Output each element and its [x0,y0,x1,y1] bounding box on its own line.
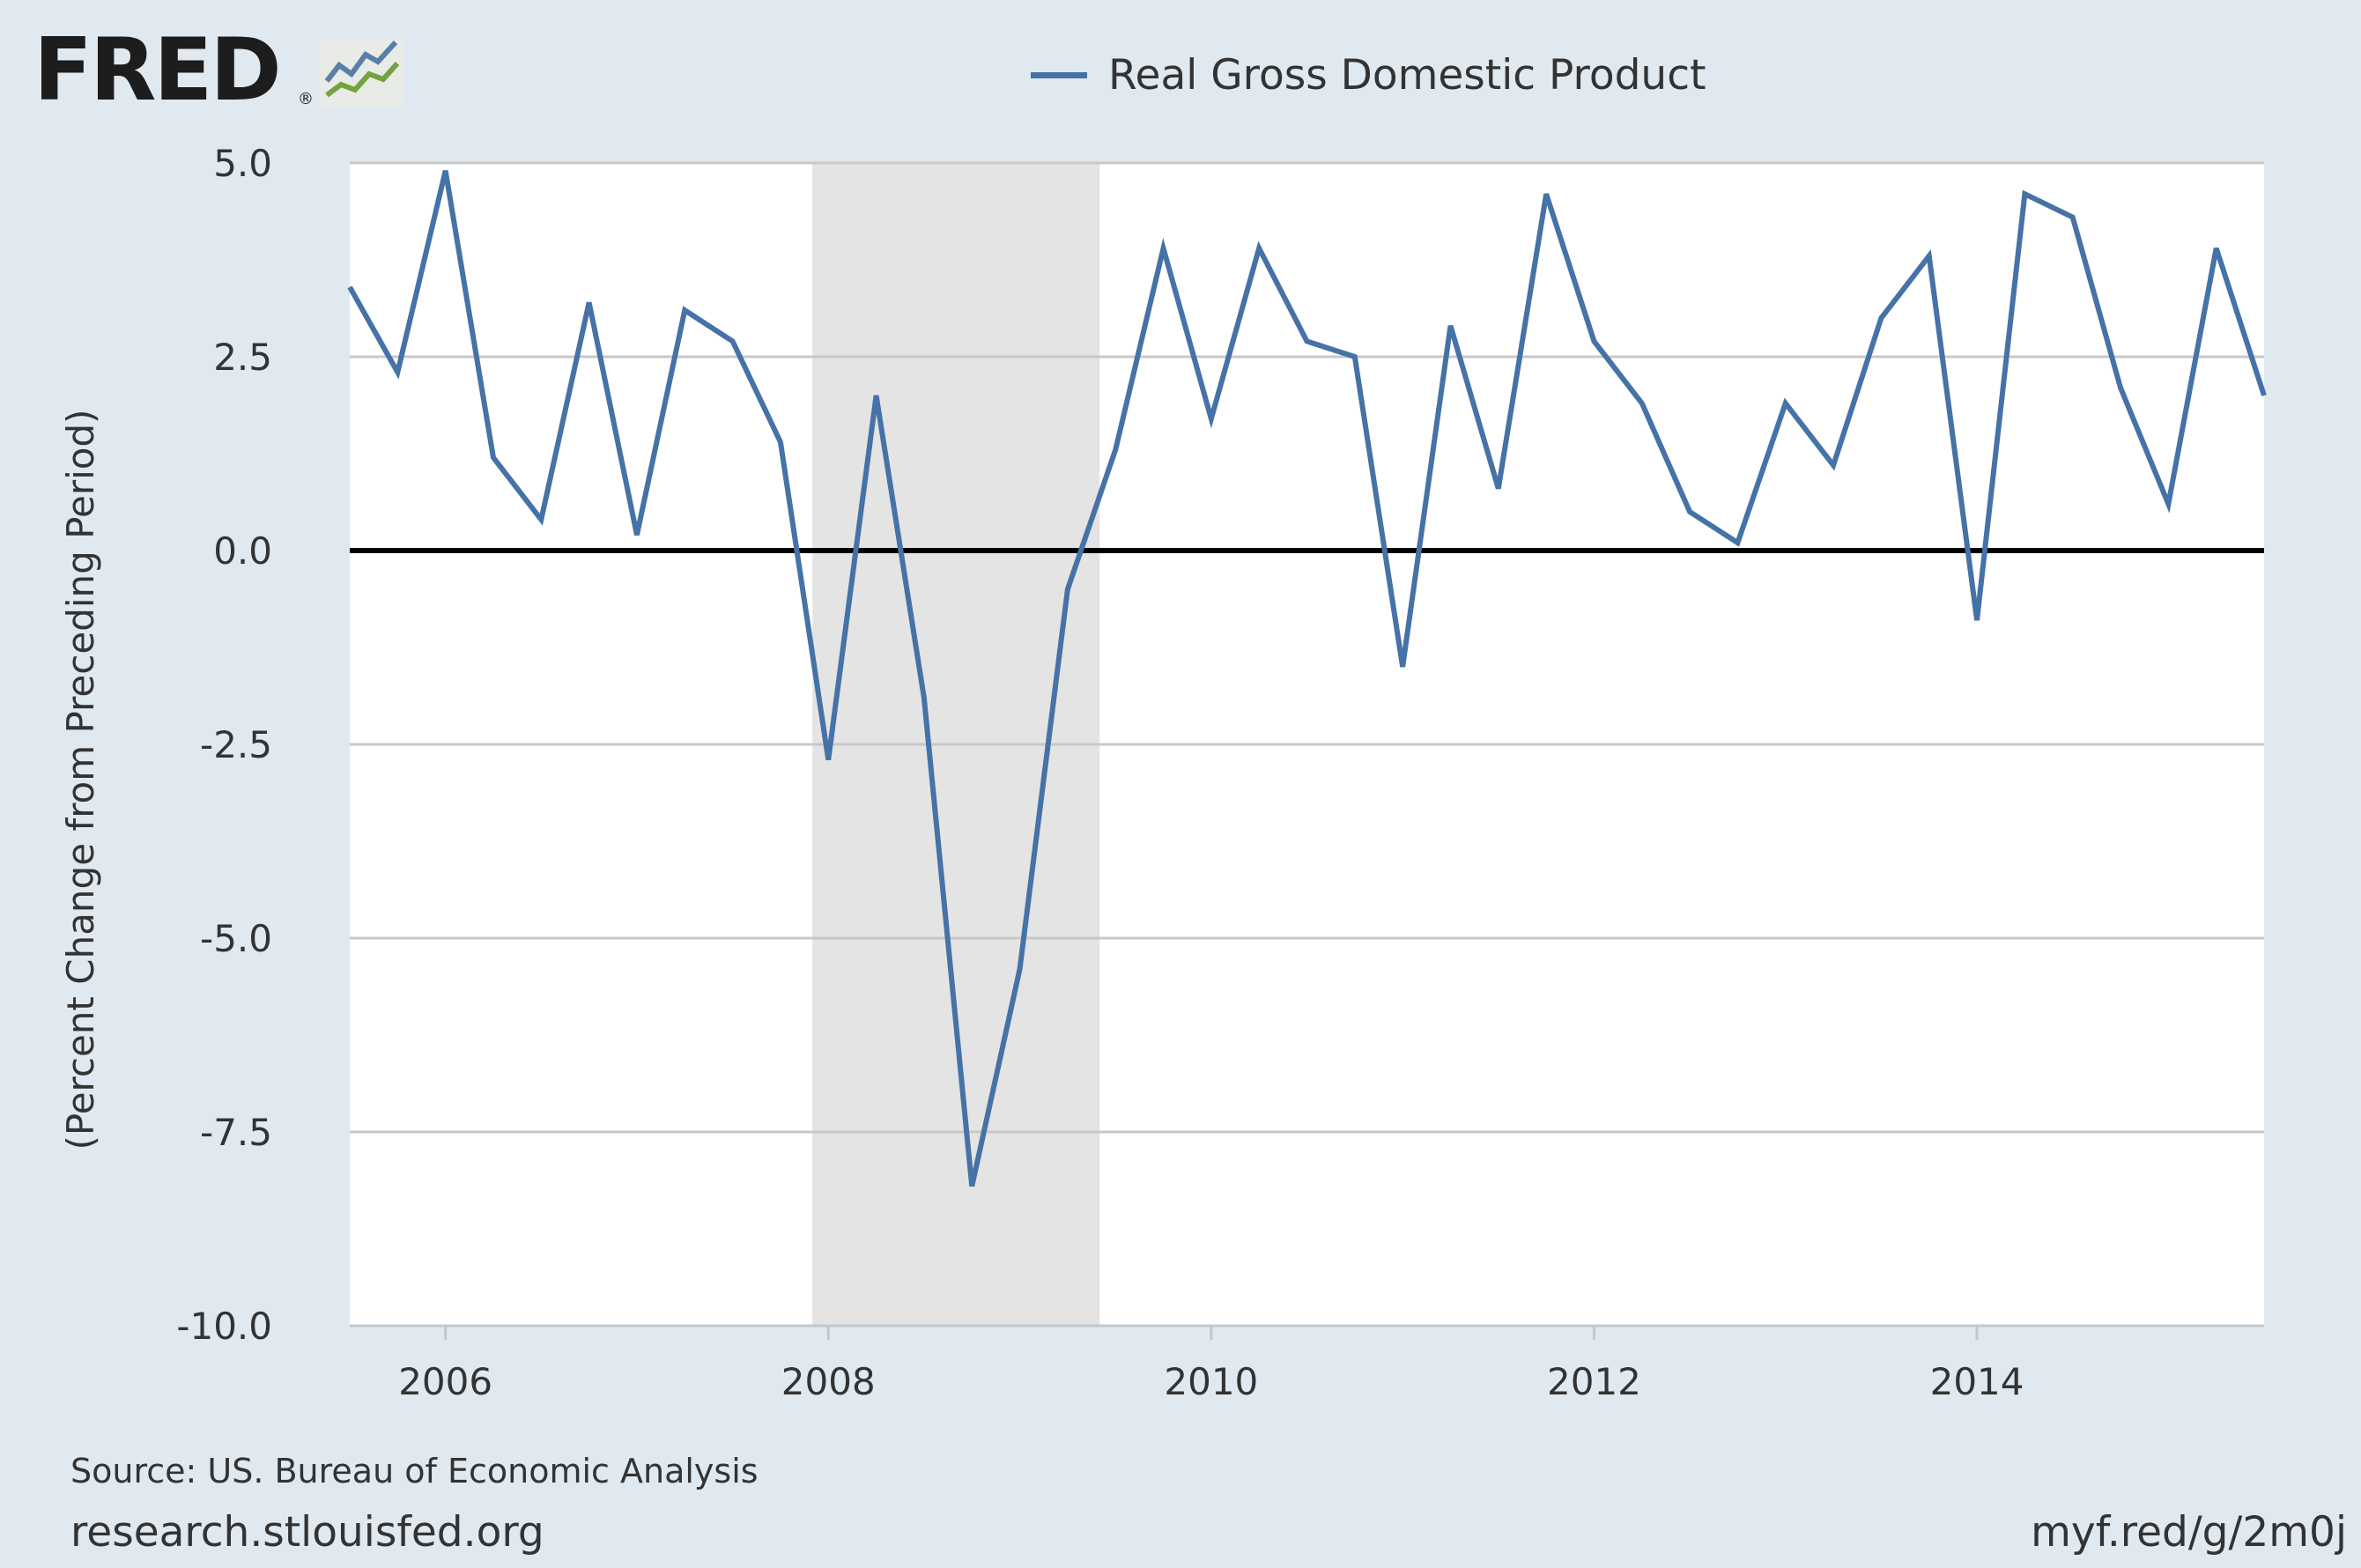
legend-label: Real Gross Domestic Product [1108,50,1706,100]
short-link[interactable]: myf.red/g/2m0j [2031,1508,2347,1557]
fred-logo-text: FRED [33,20,282,121]
grid-lines [350,161,2264,1134]
source-note: Source: US. Bureau of Economic Analysis [70,1452,759,1490]
x-tick-label: 2012 [1547,1360,1641,1403]
y-axis-ticks: 5.0 2.5 0.0 -2.5 -5.0 -7.5 -10.0 [176,142,272,1348]
x-tick-label: 2008 [781,1360,876,1403]
series-line-real-gdp[interactable] [347,170,2267,1187]
y-tick-label: 2.5 [213,336,272,379]
site-link[interactable]: research.stlouisfed.org [70,1508,544,1557]
x-tick-label: 2014 [1930,1360,2024,1403]
x-tick-label: 2010 [1164,1360,1258,1403]
legend-swatch [1031,71,1087,78]
y-tick-label: -7.5 [200,1111,272,1154]
x-tick-label: 2006 [398,1360,492,1403]
y-tick-label: -2.5 [200,723,272,766]
chart-legend[interactable]: Real Gross Domestic Product [1031,44,1706,106]
y-axis-label: (Percent Change from Preceding Period) [59,409,102,1150]
fred-logo[interactable]: FRED ® [33,26,412,115]
fred-chart-icon [320,39,403,107]
registered-mark: ® [298,90,314,108]
y-tick-label: -5.0 [200,917,272,960]
y-tick-label: 5.0 [213,142,272,185]
x-axis-ticks: 2006 2008 2010 2012 2014 [398,1326,2024,1403]
y-tick-label: 0.0 [213,529,272,573]
y-tick-label: -10.0 [176,1305,272,1348]
